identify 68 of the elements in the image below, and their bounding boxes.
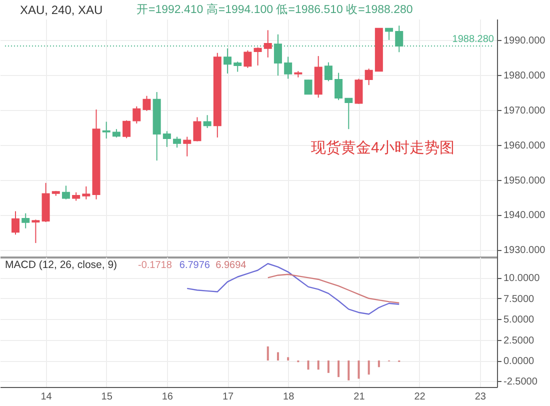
chart-title: XAU, 240, XAU xyxy=(20,3,103,17)
x-tick-label: 15 xyxy=(101,392,113,402)
x-tick-label: 16 xyxy=(162,392,174,402)
bar xyxy=(378,360,380,368)
candlestick xyxy=(264,30,272,58)
bar xyxy=(307,360,310,370)
candlestick xyxy=(193,116,202,142)
candlestick xyxy=(224,48,232,74)
candlestick xyxy=(364,68,373,86)
bar xyxy=(368,360,370,375)
y-tick-label: 7.5000 xyxy=(504,294,535,305)
candlestick xyxy=(254,46,262,66)
y-tick-label: 1950.000 xyxy=(504,175,546,186)
candlestick xyxy=(12,210,20,236)
candlestick xyxy=(183,136,192,157)
x-tick-label: 18 xyxy=(283,392,295,402)
candlestick xyxy=(62,185,70,200)
candlestick xyxy=(234,61,242,72)
x-tick-label: 21 xyxy=(354,392,366,402)
bar xyxy=(266,346,269,361)
y-tick-label: 2.5000 xyxy=(504,335,535,346)
annotation: -0.1718 xyxy=(138,260,172,271)
bar xyxy=(317,360,320,370)
ref-line-label: 1988.280 xyxy=(452,34,494,45)
candlestick xyxy=(344,97,353,130)
candlestick xyxy=(173,136,182,148)
candlestick xyxy=(334,72,343,101)
candlestick xyxy=(122,120,131,139)
y-tick-label: 0.0000 xyxy=(504,356,535,368)
annotation: 现货黄金4小时走势图 xyxy=(311,140,454,157)
candlestick xyxy=(284,56,292,80)
y-tick-label: 1970.000 xyxy=(504,105,546,116)
candlestick xyxy=(22,212,30,229)
candlestick xyxy=(142,95,151,112)
annotation: 6.7976 xyxy=(179,260,210,271)
bar xyxy=(287,357,290,361)
candlestick xyxy=(304,79,312,95)
bar xyxy=(327,360,330,373)
y-tick-label: 10.0000 xyxy=(504,273,540,284)
annotation: 6.9694 xyxy=(216,260,247,271)
x-tick-label: 22 xyxy=(414,392,426,402)
candlestick xyxy=(324,62,332,82)
chart-subtitle: 开=1992.410 高=1994.100 低=1986.510 收=1988.280 xyxy=(136,2,413,16)
bar xyxy=(276,352,279,361)
candlestick xyxy=(162,130,171,148)
x-tick-label: 14 xyxy=(40,392,52,402)
bar xyxy=(358,360,360,379)
y-tick-label: 1930.000 xyxy=(504,245,546,256)
y-tick-label: 1990.000 xyxy=(504,35,546,46)
bar xyxy=(338,360,340,378)
candlestick xyxy=(203,114,212,129)
candlestick xyxy=(244,50,252,68)
y-tick-label: 1940.000 xyxy=(504,210,546,222)
y-tick-label: 5.0000 xyxy=(504,314,535,326)
y-tick-label: 1960.000 xyxy=(504,140,546,152)
candlestick xyxy=(102,121,110,140)
candlestick xyxy=(385,28,394,40)
candlestick xyxy=(354,78,363,104)
x-tick-label: 17 xyxy=(222,392,234,402)
chart-title: MACD (12, 26, close, 9) xyxy=(5,259,118,271)
bar xyxy=(348,360,350,380)
line-series xyxy=(267,274,400,304)
candlestick xyxy=(132,106,141,124)
candlestick xyxy=(82,186,90,200)
x-tick-label: 23 xyxy=(474,392,486,402)
y-tick-label: -2.5000 xyxy=(504,376,538,388)
y-tick-label: 1980.000 xyxy=(504,70,546,82)
candlestick xyxy=(32,219,40,244)
